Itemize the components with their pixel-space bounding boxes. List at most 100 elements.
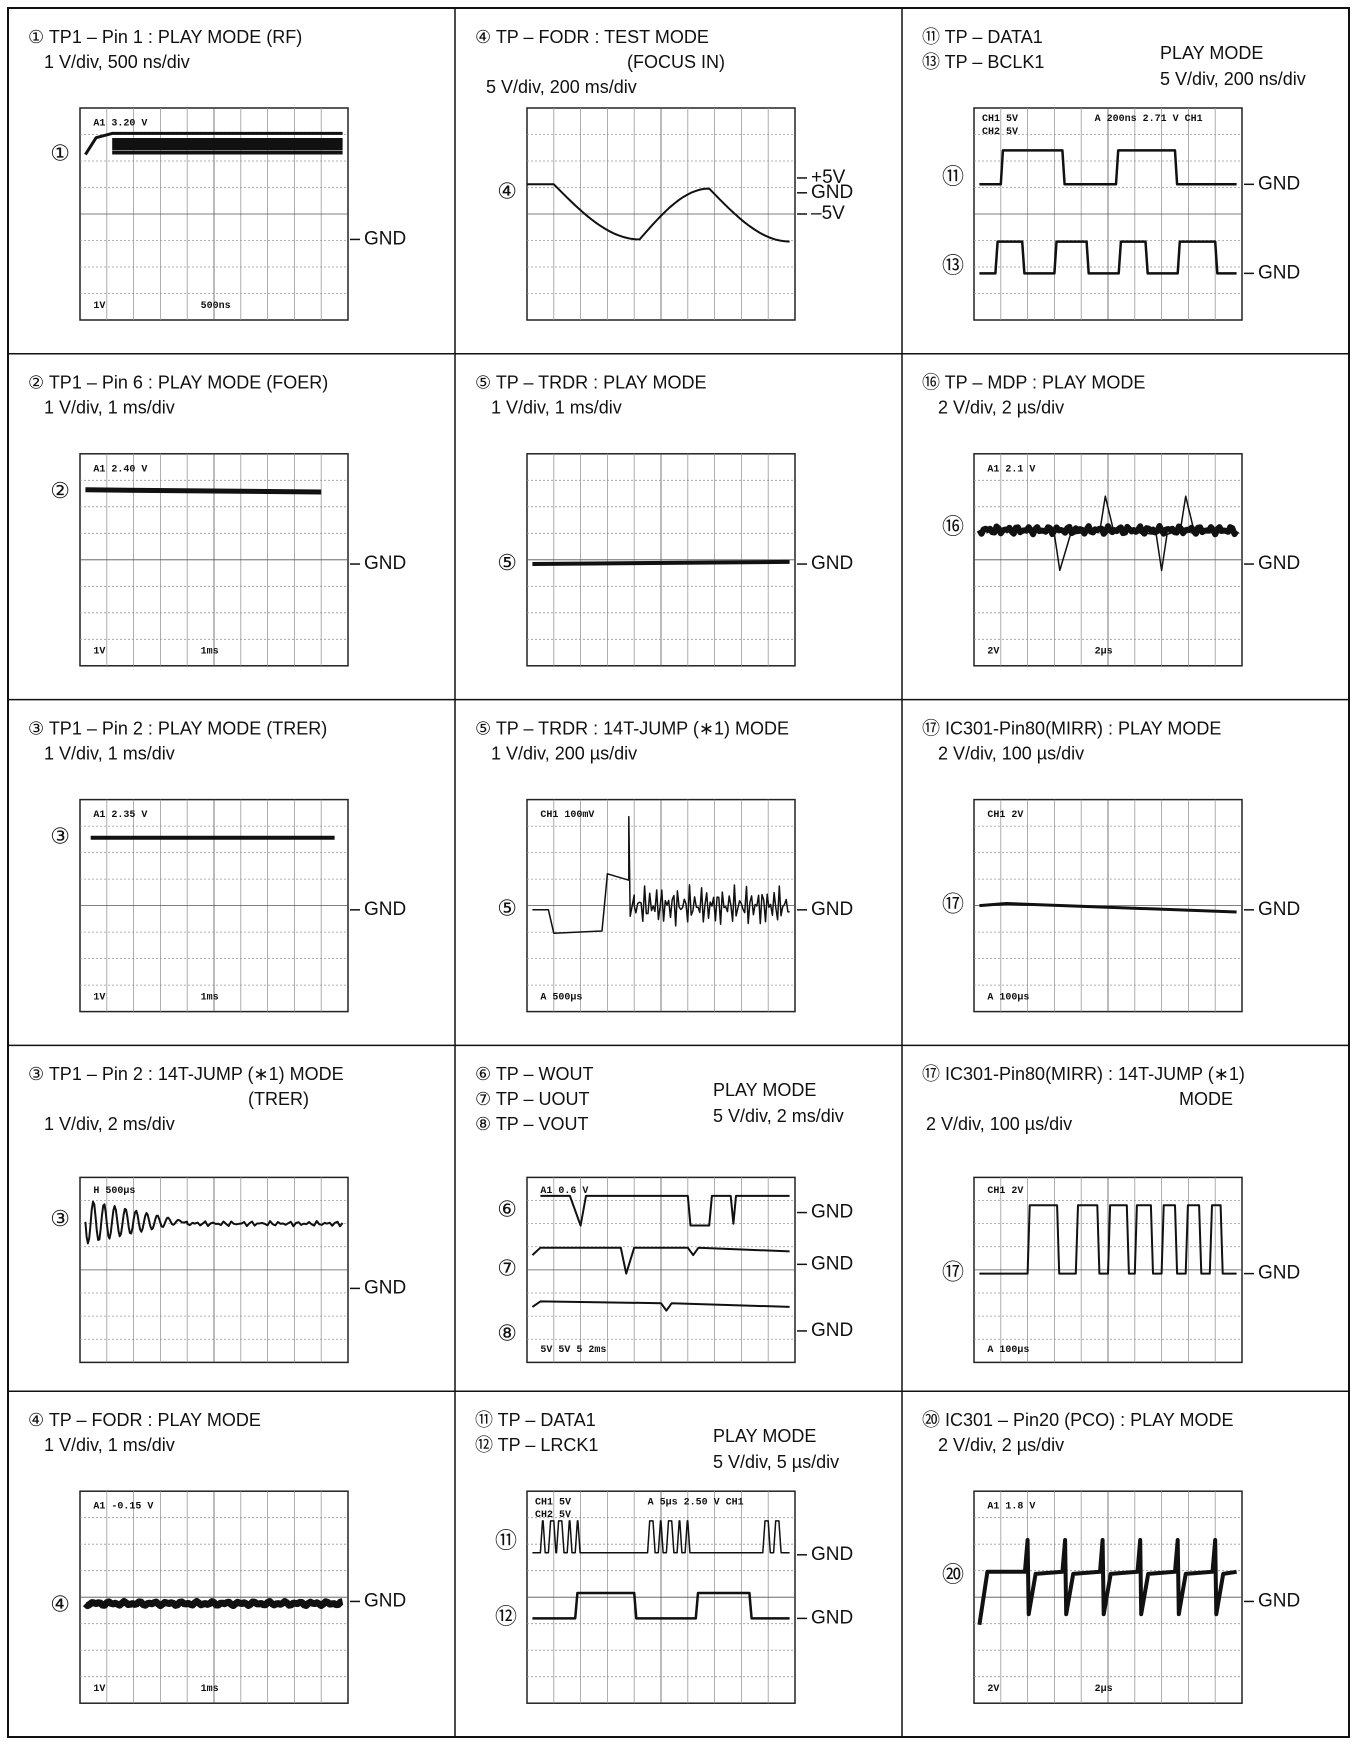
- ref-label: GND: [1258, 553, 1300, 574]
- panel-title: ② TP1 – Pin 6 : PLAY MODE (FOER): [28, 373, 328, 393]
- panel-title: ⑥ TP – WOUT: [475, 1064, 594, 1084]
- scope-readout: A 200ns 2.71 V CH1: [1095, 114, 1203, 125]
- scope-screen: A1 2.1 V 2V 2µs: [973, 453, 1243, 667]
- channel-marker: ⑳: [942, 1562, 964, 1587]
- scope-readout: A1 -0.15 V: [93, 1502, 153, 1513]
- scope-screen: [526, 453, 796, 667]
- panel-title: ⑪ TP – DATA1: [475, 1410, 596, 1430]
- waveform: [531, 1300, 790, 1312]
- panel-title: 1 V/div, 1 ms/div: [44, 743, 175, 763]
- panel-aside: 5 V/div, 2 ms/div: [713, 1106, 844, 1126]
- scope-screen: A1 3.20 V 1V 500ns: [79, 107, 349, 321]
- channel-marker: ②: [50, 478, 70, 503]
- ref-label: GND: [364, 899, 406, 920]
- panel-aside: PLAY MODE: [713, 1426, 816, 1446]
- channel-marker: ④: [497, 179, 517, 204]
- waveform: [979, 902, 1237, 914]
- channel-marker: ⑯: [942, 514, 964, 539]
- scope-readout: 2V: [987, 1684, 999, 1695]
- scope-readout: A1 2.40 V: [93, 464, 147, 475]
- ref-label: GND: [1258, 173, 1300, 194]
- scope-screen: CH1 2V A 100µs: [973, 1176, 1243, 1364]
- scope-readout: A1 3.20 V: [93, 118, 147, 129]
- scope-readout: 1V: [93, 992, 105, 1003]
- channel-marker: ⑬: [942, 253, 964, 278]
- panel-aside: PLAY MODE: [1160, 43, 1263, 63]
- panel-title: 2 V/div, 100 µs/div: [938, 743, 1084, 763]
- channel-marker: ①: [50, 140, 70, 165]
- panel-title: ⑦ TP – UOUT: [475, 1089, 590, 1109]
- scope-screen: A1 2.35 V 1V 1ms: [79, 798, 349, 1013]
- scope-readout: A1 2.1 V: [987, 464, 1035, 475]
- scope-readout: 500ns: [201, 301, 231, 312]
- panel-title: 2 V/div, 2 µs/div: [938, 398, 1064, 418]
- scope-readout: CH2 5V: [535, 1510, 571, 1521]
- panel-title: 1 V/div, 1 ms/div: [491, 398, 622, 418]
- panel-title: ⑤ TP – TRDR : 14T-JUMP (∗1) MODE: [475, 718, 789, 738]
- panel-aside: 5 V/div, 5 µs/div: [713, 1452, 839, 1472]
- scope-readout: 1ms: [201, 647, 219, 658]
- panel-title: ① TP1 – Pin 1 : PLAY MODE (RF): [28, 27, 302, 47]
- ref-label: GND: [1258, 1590, 1300, 1611]
- panel-title: ⑳ IC301 – Pin20 (PCO) : PLAY MODE: [922, 1410, 1233, 1430]
- ref-label: GND: [811, 1544, 853, 1565]
- scope-readout: CH1 5V: [535, 1497, 571, 1508]
- channel-marker: ⑰: [942, 891, 964, 916]
- ref-label: GND: [1258, 262, 1300, 283]
- waveform: [532, 1520, 790, 1554]
- channel-marker: ⑤: [497, 896, 517, 921]
- waveform: [979, 240, 1237, 275]
- scope-screen: CH1 100mV A 500µs: [526, 798, 796, 1013]
- waveform: [84, 1200, 344, 1245]
- panel-title: ④ TP – FODR : TEST MODE: [475, 27, 709, 47]
- panel-title: ⑫ TP – LRCK1: [475, 1435, 598, 1455]
- scope-readout: A1 1.8 V: [987, 1502, 1035, 1513]
- scope-screen: A1 1.8 V 2V 2µs: [973, 1490, 1243, 1704]
- ref-label: GND: [1258, 1263, 1300, 1284]
- panel-aside: PLAY MODE: [713, 1080, 816, 1100]
- scope-readout: 2µs: [1095, 647, 1113, 658]
- ref-label: GND: [364, 1590, 406, 1611]
- waveform: [532, 815, 790, 934]
- channel-marker: ⑥: [497, 1197, 517, 1222]
- ref-label: –5V: [811, 203, 845, 224]
- panel-title: 2 V/div, 100 µs/div: [926, 1114, 1072, 1134]
- scope-readout: H 500µs: [93, 1186, 135, 1197]
- scope-readout: 2V: [987, 647, 999, 658]
- scope-readout: CH1 2V: [987, 1186, 1023, 1197]
- waveform: [84, 131, 343, 156]
- panel-title: ⑤ TP – TRDR : PLAY MODE: [475, 373, 707, 393]
- scope-readout: 1V: [93, 1684, 105, 1695]
- waveform: [977, 1538, 1237, 1626]
- scope-screen: CH1 5V CH2 5V A 200ns 2.71 V CH1: [973, 107, 1243, 321]
- waveform: [532, 1591, 790, 1620]
- ref-label: GND: [811, 1253, 853, 1274]
- channel-marker: ⑪: [495, 1528, 517, 1553]
- panel-title: ⑯ TP – MDP : PLAY MODE: [922, 373, 1145, 393]
- channel-marker: ⑪: [942, 164, 964, 189]
- ref-label: GND: [811, 1607, 853, 1628]
- panel-title: 1 V/div, 2 ms/div: [44, 1114, 175, 1134]
- panel-title: ④ TP – FODR : PLAY MODE: [28, 1410, 261, 1430]
- scope-screen: H 500µs: [79, 1176, 349, 1364]
- panel-title: ③ TP1 – Pin 2 : PLAY MODE (TRER): [28, 718, 327, 738]
- channel-marker: ⑫: [495, 1604, 517, 1629]
- panel-aside: 5 V/div, 200 ns/div: [1160, 69, 1306, 89]
- scope-readout: 1V: [93, 301, 105, 312]
- ref-label: GND: [811, 553, 853, 574]
- panel-title: 1 V/div, 500 ns/div: [44, 52, 190, 72]
- scope-screen: CH1 5V CH2 5V A 5µs 2.50 V CH1: [526, 1490, 796, 1704]
- scope-readout: 1ms: [201, 1684, 219, 1695]
- scope-readout: CH1 5V: [982, 114, 1018, 125]
- channel-marker: ③: [50, 1206, 70, 1231]
- channel-marker: ④: [50, 1591, 70, 1616]
- panel-title: (TRER): [248, 1089, 309, 1109]
- panel-title: 5 V/div, 200 ms/div: [486, 77, 637, 97]
- waveform: [82, 1598, 344, 1610]
- scope-readout: 1ms: [201, 992, 219, 1003]
- ref-label: GND: [364, 228, 406, 249]
- channel-marker: ⑧: [497, 1320, 517, 1345]
- panel-title: 2 V/div, 2 µs/div: [938, 1435, 1064, 1455]
- scope-screen: A1 -0.15 V 1V 1ms: [79, 1490, 349, 1704]
- scope-readout: CH1 100mV: [540, 810, 594, 821]
